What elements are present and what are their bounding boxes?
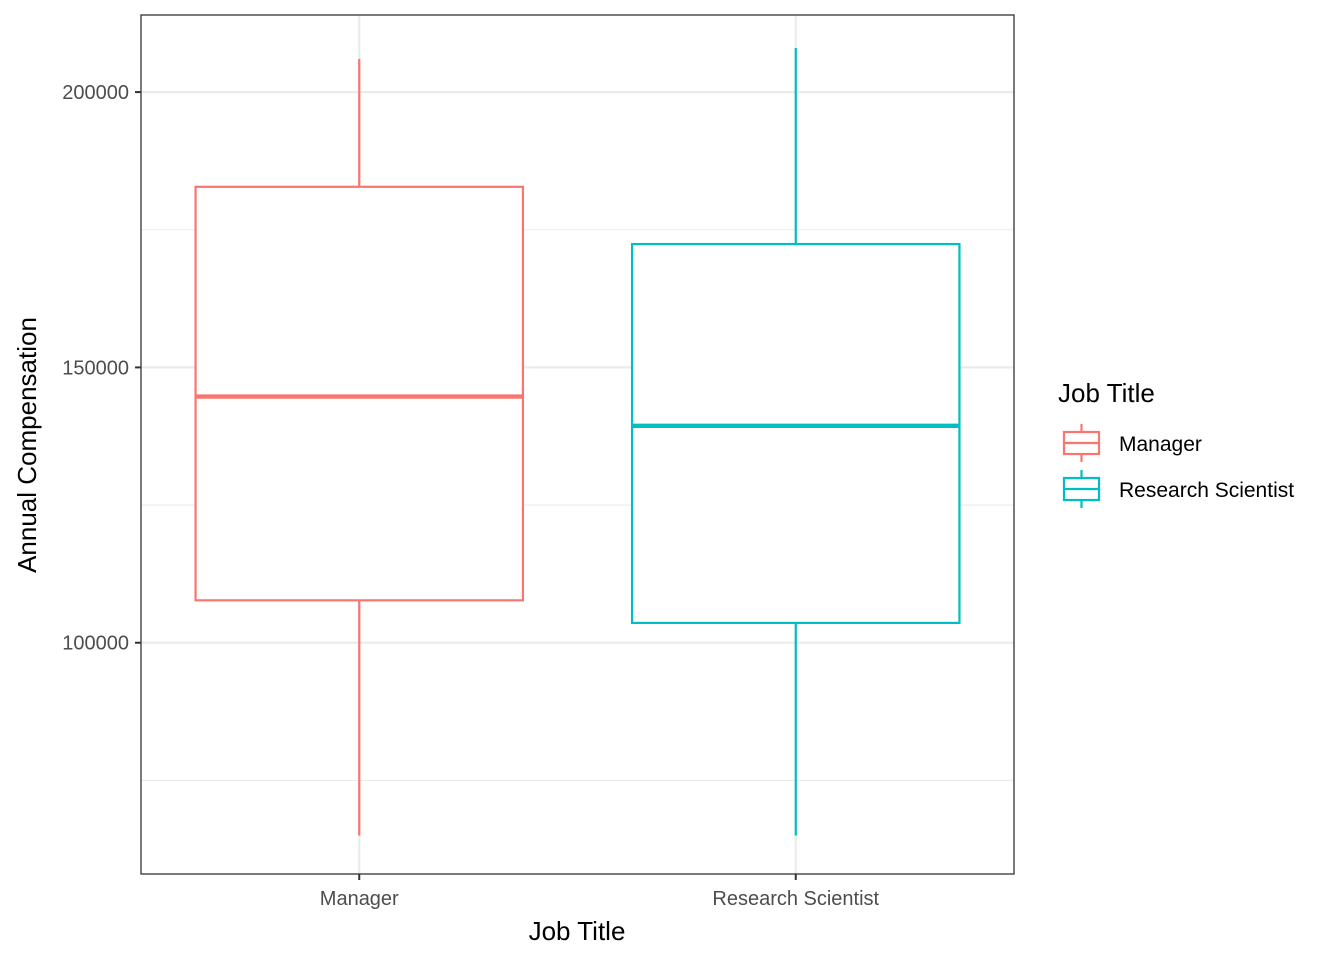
y-tick-label: 150000 xyxy=(62,357,129,379)
y-axis: 100000 150000 200000 xyxy=(62,82,141,655)
y-axis-title: Annual Compensation xyxy=(12,317,42,573)
legend-title: Job Title xyxy=(1058,378,1155,408)
box-body xyxy=(194,185,525,602)
box-manager xyxy=(194,59,525,836)
legend-label: Manager xyxy=(1119,433,1202,456)
y-tick-label: 100000 xyxy=(62,633,129,655)
x-axis-title: Job Title xyxy=(529,916,626,946)
legend-label: Research Scientist xyxy=(1119,479,1294,502)
x-tick-label: Research Scientist xyxy=(712,888,879,910)
legend-item: Manager xyxy=(1062,424,1202,462)
box-body xyxy=(630,242,961,625)
legend: Job Title Manager Research Scientist xyxy=(1058,378,1294,508)
x-axis: Manager Research Scientist xyxy=(320,874,880,910)
boxes xyxy=(194,48,961,836)
y-tick-label: 200000 xyxy=(62,82,129,104)
legend-item: Research Scientist xyxy=(1062,470,1294,508)
x-tick-label: Manager xyxy=(320,888,399,910)
panel-border xyxy=(140,14,1015,875)
box-research-scientist xyxy=(630,48,961,836)
